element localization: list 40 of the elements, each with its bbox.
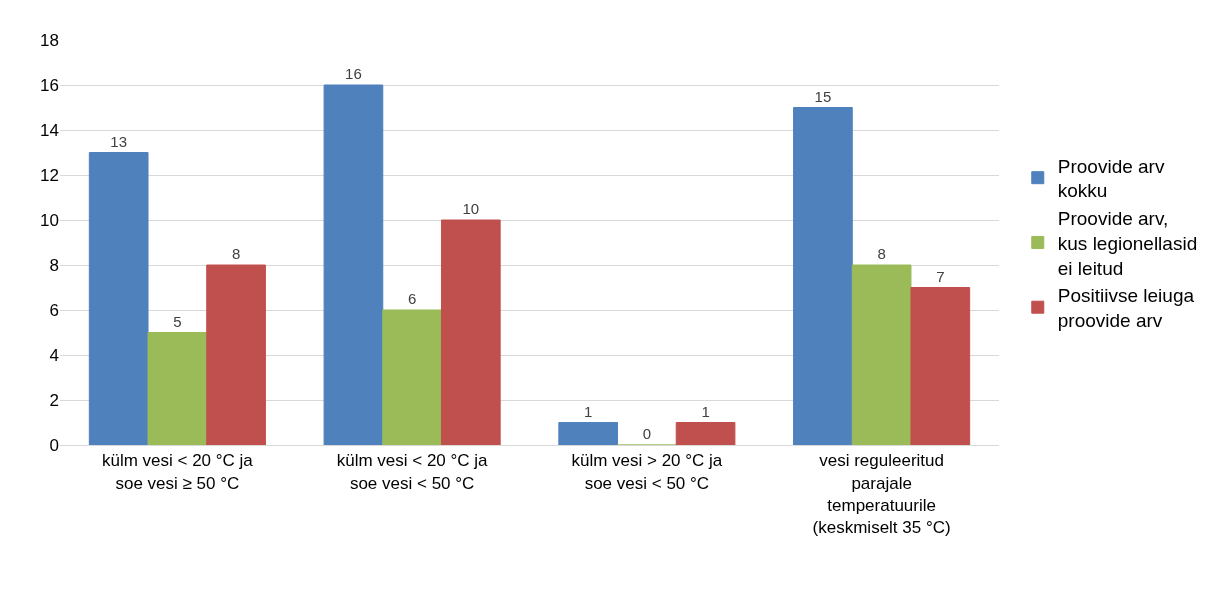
- y-tick-label: 0: [49, 435, 59, 455]
- y-tick-label: 18: [40, 30, 59, 50]
- bar: [910, 287, 971, 445]
- x-tick-label: külm vesi > 20 °C ja soe vesi < 50 °C: [571, 451, 723, 493]
- y-tick-label: 16: [40, 75, 59, 95]
- x-tick-label: külm vesi < 20 °C ja soe vesi < 50 °C: [336, 451, 489, 493]
- bar: [851, 264, 912, 445]
- data-label: 0: [642, 425, 652, 442]
- y-tick-label: 2: [49, 390, 59, 410]
- data-label: 13: [110, 132, 128, 150]
- x-tick-label: külm vesi < 20 °C ja soe vesi ≥ 50 °C: [101, 451, 254, 493]
- y-tick-label: 4: [49, 345, 59, 365]
- bar: [793, 107, 853, 445]
- data-label: 15: [814, 87, 832, 105]
- legend-label: Proovide arv, kus legionellasid ei leitud: [1057, 208, 1198, 279]
- y-tick-label: 8: [49, 255, 59, 275]
- data-label: 5: [173, 312, 182, 330]
- bar: [440, 219, 501, 445]
- legend-label: Proovide arv kokku: [1057, 155, 1165, 202]
- bar: [88, 152, 149, 445]
- data-label: 1: [584, 402, 593, 420]
- data-label: 7: [936, 267, 945, 285]
- bar: [323, 84, 384, 445]
- data-label: 6: [407, 290, 417, 307]
- data-label: 8: [231, 245, 241, 262]
- data-label: 1: [701, 402, 710, 420]
- bar: [675, 422, 736, 445]
- bar: [147, 332, 208, 445]
- y-tick-label: 12: [40, 165, 59, 185]
- data-label: 10: [462, 200, 480, 217]
- bar: [558, 422, 619, 445]
- legend-label: Positiivse leiuga proovide arv: [1057, 285, 1195, 331]
- data-label: 8: [877, 245, 886, 262]
- y-tick-label: 6: [49, 300, 59, 320]
- bar: [206, 264, 266, 445]
- y-tick-label: 10: [40, 210, 59, 230]
- data-label: 16: [345, 65, 362, 82]
- bar: [382, 309, 442, 445]
- x-tick-label: vesi reguleeritud parajale temperatuurile (keskmiselt 35 °C): [812, 451, 951, 537]
- y-tick-label: 14: [40, 120, 59, 140]
